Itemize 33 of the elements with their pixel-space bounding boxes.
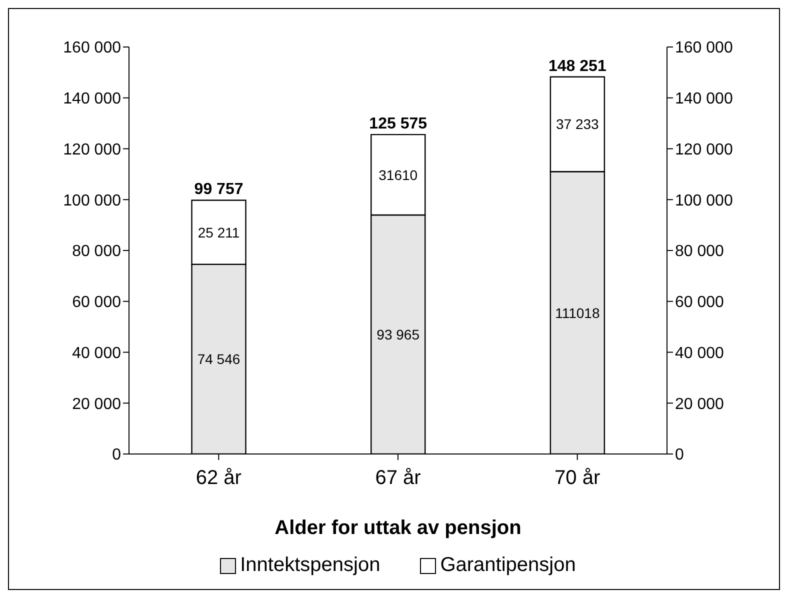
y-tick-label: 100 000: [63, 192, 122, 210]
y-tick-label: 160 000: [63, 40, 122, 57]
x-tick-label: 67 år: [375, 467, 422, 490]
x-tick-label: 70 år: [554, 467, 600, 490]
y-tick-label: 80 000: [72, 243, 122, 260]
legend-label: Garantipensjon: [439, 554, 576, 577]
data-label: 111018: [555, 304, 600, 321]
data-label: 25 211: [198, 224, 240, 240]
y-tick-label: 40 000: [72, 344, 122, 362]
y2-tick-label: 60 000: [675, 294, 724, 312]
y-tick-label: 60 000: [72, 294, 122, 312]
y-tick-label: 0: [112, 446, 122, 464]
y2-tick-label: 40 000: [675, 344, 724, 362]
data-label: 37 233: [556, 116, 600, 132]
y2-tick-label: 120 000: [675, 141, 733, 158]
total-label: 99 757: [194, 181, 244, 198]
y2-tick-label: 80 000: [675, 243, 724, 260]
x-tick-label: 62 år: [196, 467, 242, 490]
legend-label: Inntektspensjon: [239, 554, 380, 577]
y2-tick-label: 100 000: [675, 192, 733, 210]
y-tick-label: 20 000: [72, 396, 122, 413]
y2-tick-label: 20 000: [675, 396, 724, 413]
total-label: 148 251: [548, 58, 606, 75]
data-label: 31610: [378, 166, 418, 183]
x-axis-title: Alder for uttak av pensjon: [274, 517, 522, 539]
y2-tick-label: 0: [675, 446, 684, 464]
y2-tick-label: 160 000: [675, 40, 733, 57]
y-tick-label: 140 000: [63, 90, 122, 108]
data-label: 93 965: [376, 326, 420, 342]
y-tick-label: 120 000: [63, 141, 122, 158]
total-label: 125 575: [369, 116, 428, 133]
y2-tick-label: 140 000: [675, 90, 733, 108]
data-label: 74 546: [197, 351, 240, 368]
